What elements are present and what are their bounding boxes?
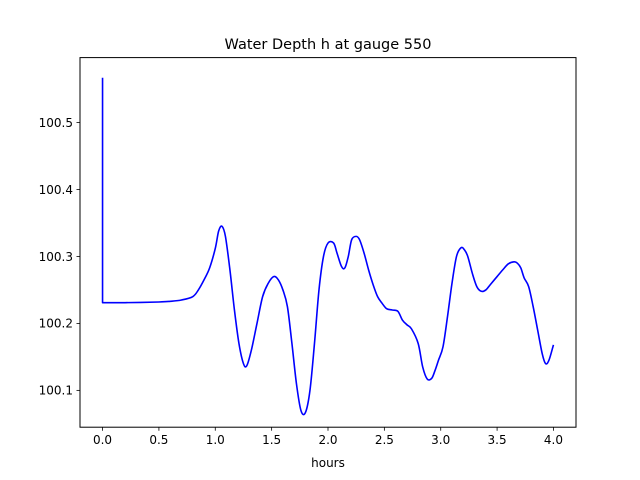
y-tick-label: 100.3: [39, 250, 73, 264]
chart-title: Water Depth h at gauge 550: [225, 37, 432, 53]
x-tick-label: 1.5: [262, 433, 281, 447]
plot-area: [101, 77, 555, 416]
y-tick-label: 100.5: [39, 116, 73, 130]
x-tick-label: 0.0: [93, 433, 112, 447]
x-tick-label: 0.5: [149, 433, 168, 447]
series-line: [101, 77, 555, 416]
x-tick-label: 4.0: [544, 433, 563, 447]
y-tick-label: 100.1: [39, 384, 73, 398]
y-tick-label: 100.2: [39, 317, 73, 331]
x-tick-label: 2.0: [318, 433, 337, 447]
y-tick-label: 100.4: [39, 183, 73, 197]
x-axis-label: hours: [311, 456, 345, 470]
x-tick-label: 2.5: [375, 433, 394, 447]
x-tick-label: 1.0: [206, 433, 225, 447]
x-tick-label: 3.5: [488, 433, 507, 447]
plot-frame: [79, 57, 577, 428]
x-tick-label: 3.0: [431, 433, 450, 447]
y-axis: 100.1 100.2 100.3 100.4 100.5: [39, 116, 80, 398]
x-axis: 0.0 0.5 1.0 1.5 2.0 2.5 3.0 3.5 4.0: [93, 427, 563, 447]
